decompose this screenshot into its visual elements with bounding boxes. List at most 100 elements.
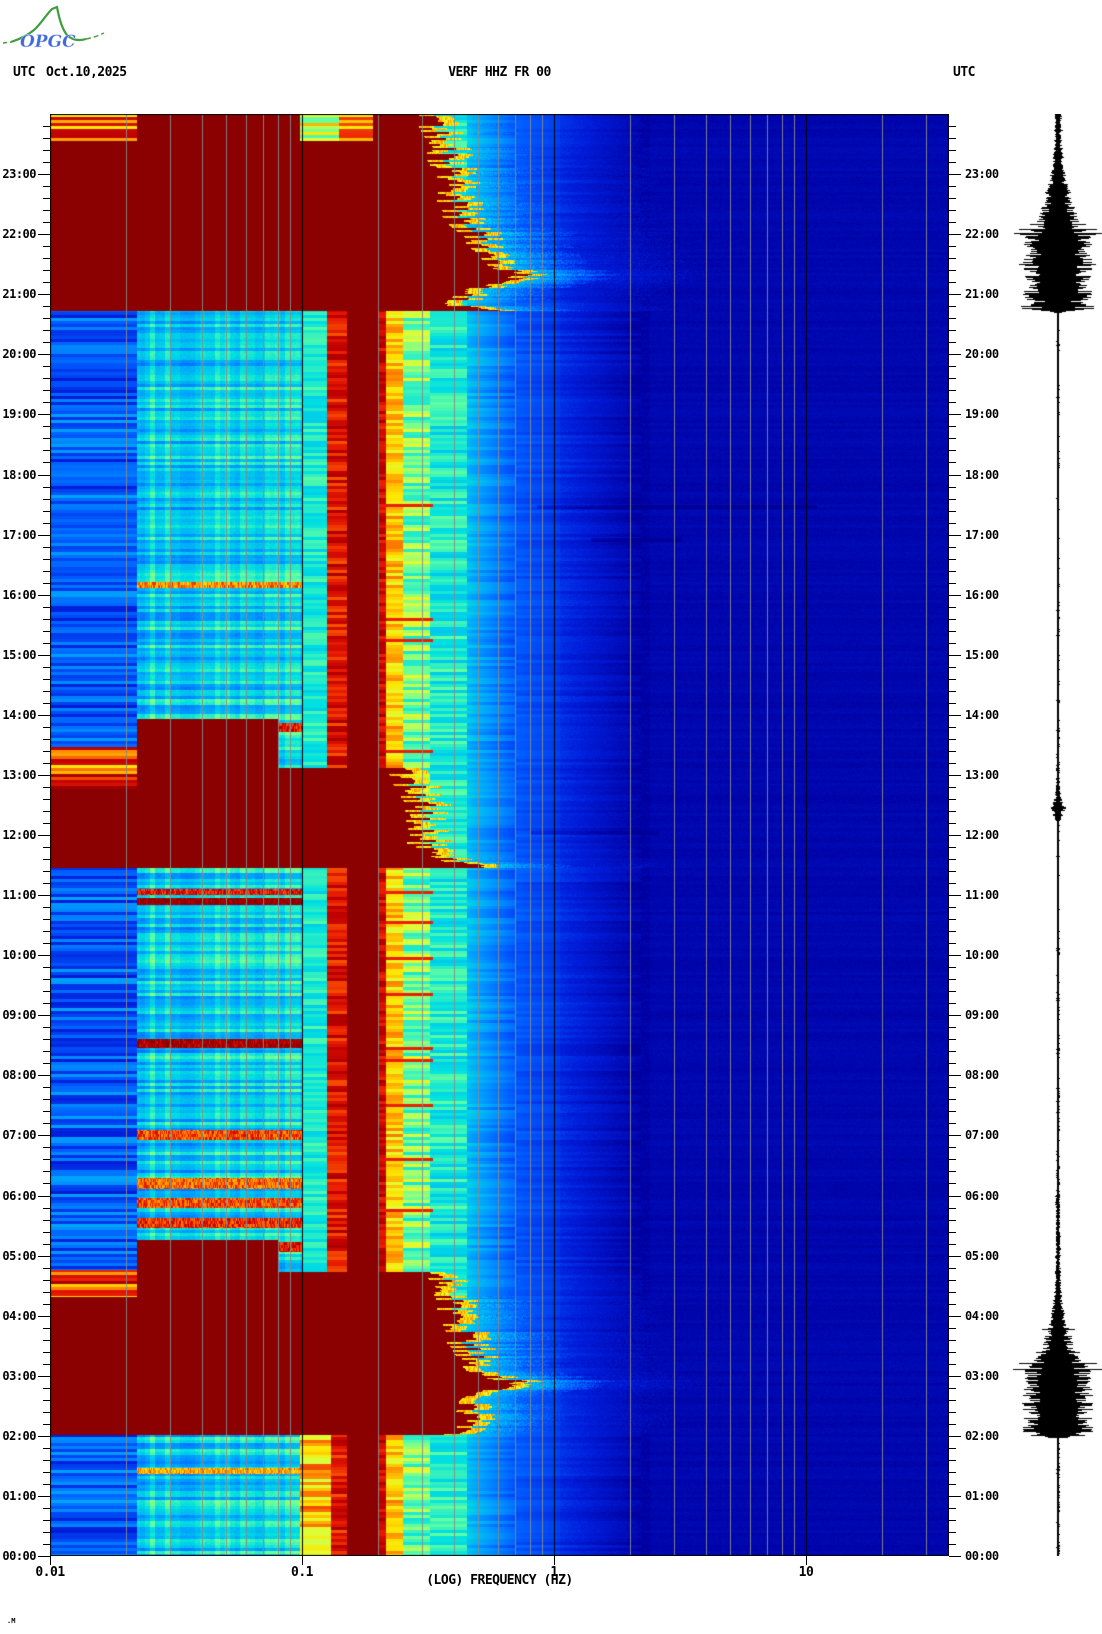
time-minor-tick-right bbox=[949, 751, 956, 752]
time-minor-tick-left bbox=[43, 330, 50, 331]
time-minor-tick-right bbox=[949, 799, 956, 800]
time-tick-label-left: 18:00 bbox=[2, 468, 36, 482]
time-minor-tick-left bbox=[43, 1039, 50, 1040]
time-minor-tick-left bbox=[43, 667, 50, 668]
time-minor-tick-left bbox=[43, 979, 50, 980]
time-minor-tick-right bbox=[949, 1472, 956, 1473]
time-tick-label-left: 08:00 bbox=[2, 1068, 36, 1082]
time-tick-label-left: 15:00 bbox=[2, 648, 36, 662]
time-minor-tick-left bbox=[43, 198, 50, 199]
time-minor-tick-left bbox=[43, 1099, 50, 1100]
time-tick-label-left: 07:00 bbox=[2, 1128, 36, 1142]
time-minor-tick-right bbox=[949, 366, 956, 367]
time-minor-tick-left bbox=[43, 787, 50, 788]
time-tick-label-right: 13:00 bbox=[965, 768, 999, 782]
seismogram-trace-canvas bbox=[1012, 114, 1102, 1556]
time-major-tick-left bbox=[38, 1015, 50, 1016]
time-minor-tick-right bbox=[949, 1171, 956, 1172]
time-minor-tick-left bbox=[43, 258, 50, 259]
time-minor-tick-left bbox=[43, 186, 50, 187]
time-minor-tick-right bbox=[949, 330, 956, 331]
time-minor-tick-right bbox=[949, 883, 956, 884]
time-minor-tick-right bbox=[949, 919, 956, 920]
time-minor-tick-right bbox=[949, 438, 956, 439]
time-minor-tick-right bbox=[949, 631, 956, 632]
time-minor-tick-left bbox=[43, 1147, 50, 1148]
header-utc-left: UTC bbox=[13, 65, 35, 80]
time-minor-tick-left bbox=[43, 366, 50, 367]
time-major-tick-right bbox=[949, 1196, 961, 1197]
time-minor-tick-left bbox=[43, 1051, 50, 1052]
time-minor-tick-right bbox=[949, 967, 956, 968]
time-minor-tick-right bbox=[949, 1364, 956, 1365]
time-minor-tick-right bbox=[949, 811, 956, 812]
time-major-tick-left bbox=[38, 1556, 50, 1557]
time-minor-tick-left bbox=[43, 991, 50, 992]
time-minor-tick-left bbox=[43, 1532, 50, 1533]
time-minor-tick-left bbox=[43, 438, 50, 439]
time-minor-tick-left bbox=[43, 1232, 50, 1233]
time-tick-label-left: 14:00 bbox=[2, 708, 36, 722]
time-major-tick-left bbox=[38, 234, 50, 235]
time-minor-tick-left bbox=[43, 703, 50, 704]
time-minor-tick-right bbox=[949, 378, 956, 379]
plot-title: VERF HHZ FR 00 bbox=[448, 65, 551, 80]
time-minor-tick-left bbox=[43, 583, 50, 584]
time-minor-tick-left bbox=[43, 342, 50, 343]
time-minor-tick-right bbox=[949, 1099, 956, 1100]
time-tick-label-right: 15:00 bbox=[965, 648, 999, 662]
time-major-tick-right bbox=[949, 1075, 961, 1076]
time-minor-tick-right bbox=[949, 1340, 956, 1341]
opgc-logo: OPGC bbox=[2, 5, 105, 52]
time-tick-label-left: 02:00 bbox=[2, 1429, 36, 1443]
time-minor-tick-left bbox=[43, 1027, 50, 1028]
time-minor-tick-right bbox=[949, 1123, 956, 1124]
logo-text: OPGC bbox=[20, 32, 76, 52]
time-major-tick-left bbox=[38, 1256, 50, 1257]
time-minor-tick-left bbox=[43, 1364, 50, 1365]
time-minor-tick-left bbox=[43, 799, 50, 800]
time-tick-label-right: 23:00 bbox=[965, 167, 999, 181]
time-minor-tick-left bbox=[43, 282, 50, 283]
time-minor-tick-right bbox=[949, 871, 956, 872]
time-tick-label-right: 08:00 bbox=[965, 1068, 999, 1082]
time-minor-tick-left bbox=[43, 1460, 50, 1461]
time-minor-tick-left bbox=[43, 1111, 50, 1112]
time-major-tick-right bbox=[949, 1436, 961, 1437]
time-minor-tick-right bbox=[949, 1208, 956, 1209]
time-major-tick-right bbox=[949, 595, 961, 596]
time-minor-tick-left bbox=[43, 643, 50, 644]
time-minor-tick-left bbox=[43, 138, 50, 139]
freq-tick-label: 0.1 bbox=[291, 1565, 313, 1580]
time-major-tick-left bbox=[38, 1135, 50, 1136]
time-minor-tick-left bbox=[43, 691, 50, 692]
time-minor-tick-right bbox=[949, 402, 956, 403]
logo-baseline-dash-left bbox=[2, 41, 12, 44]
time-minor-tick-left bbox=[43, 1123, 50, 1124]
time-minor-tick-right bbox=[949, 1352, 956, 1353]
time-minor-tick-right bbox=[949, 571, 956, 572]
logo-baseline-dash-right bbox=[85, 32, 105, 40]
time-minor-tick-right bbox=[949, 270, 956, 271]
time-major-tick-left bbox=[38, 1316, 50, 1317]
time-major-tick-right bbox=[949, 715, 961, 716]
time-minor-tick-right bbox=[949, 462, 956, 463]
time-minor-tick-left bbox=[43, 1159, 50, 1160]
time-minor-tick-right bbox=[949, 1063, 956, 1064]
time-major-tick-right bbox=[949, 655, 961, 656]
time-major-tick-right bbox=[949, 234, 961, 235]
time-minor-tick-left bbox=[43, 1340, 50, 1341]
time-minor-tick-left bbox=[43, 1448, 50, 1449]
spectrogram-canvas bbox=[50, 114, 949, 1556]
time-tick-label-right: 05:00 bbox=[965, 1249, 999, 1263]
time-major-tick-left bbox=[38, 174, 50, 175]
time-tick-label-right: 12:00 bbox=[965, 828, 999, 842]
time-minor-tick-left bbox=[43, 907, 50, 908]
time-minor-tick-right bbox=[949, 1268, 956, 1269]
time-minor-tick-right bbox=[949, 583, 956, 584]
time-minor-tick-right bbox=[949, 1412, 956, 1413]
time-minor-tick-left bbox=[43, 222, 50, 223]
time-minor-tick-left bbox=[43, 823, 50, 824]
time-minor-tick-right bbox=[949, 198, 956, 199]
time-minor-tick-right bbox=[949, 619, 956, 620]
